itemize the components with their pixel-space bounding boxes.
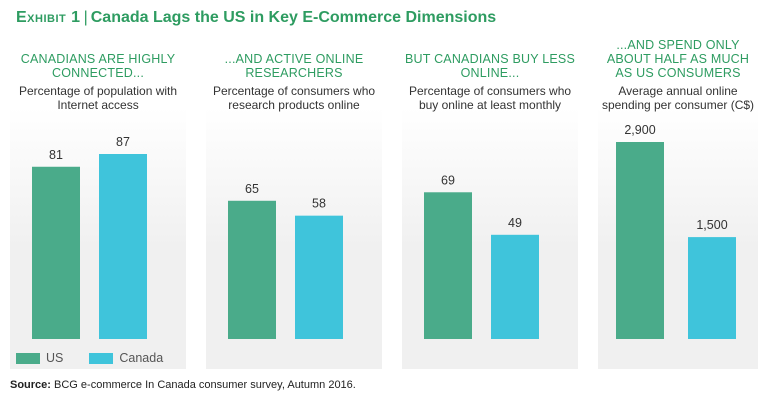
value-label-us: 81 (49, 148, 63, 162)
bar-canada (491, 234, 539, 339)
chart-title: ...AND ACTIVE ONLINE RESEARCHERS (224, 52, 364, 80)
source-text: BCG e-commerce In Canada consumer survey… (50, 379, 356, 391)
chart-subtitle: Percentage of consumers who research pro… (212, 84, 376, 112)
source-label: Source: (10, 379, 51, 391)
bar-canada (295, 215, 343, 339)
value-label-canada: 58 (312, 197, 326, 211)
chart-subtitle: Percentage of population with Internet a… (18, 84, 178, 112)
legend-swatch-canada (89, 352, 114, 364)
bar-plot: 69 49 (424, 173, 539, 339)
bar-us (228, 200, 276, 339)
bar-plot: 2,900 1,500 (616, 123, 736, 339)
bar-plot: 65 58 (228, 182, 343, 339)
legend: US Canada (16, 351, 189, 365)
exhibit-title: Exhibit 1 | Canada Lags the US in Key E-Co… (16, 9, 496, 27)
value-label-canada: 1,500 (696, 218, 727, 232)
chart-panel-3: BUT CANADIANS BUY LESS ONLINE... Percenta… (402, 38, 578, 369)
exhibit-number: Exhibit 1 (16, 9, 81, 26)
legend-label-us: US (46, 351, 64, 365)
chart-panel-4: ...AND SPEND ONLY ABOUT HALF AS MUCH AS … (598, 38, 758, 369)
chart-title: BUT CANADIANS BUY LESS ONLINE... (405, 52, 575, 80)
legend-item-canada: Canada (89, 351, 163, 365)
chart-title: CANADIANS ARE HIGHLY CONNECTED... (20, 52, 176, 80)
chart-title: ...AND SPEND ONLY ABOUT HALF AS MUCH AS … (606, 38, 750, 80)
legend-item-us: US (16, 351, 63, 365)
bar-us (32, 166, 80, 339)
value-label-canada: 87 (116, 135, 130, 149)
title-text: Canada Lags the US in Key E-Commerce Dim… (90, 9, 497, 26)
bar-us (616, 142, 664, 339)
source-note: Source: BCG e-commerce In Canada consume… (10, 379, 356, 391)
legend-label-canada: Canada (119, 351, 164, 365)
chart-subtitle: Percentage of consumers who buy online a… (408, 84, 572, 112)
value-label-us: 2,900 (624, 123, 655, 137)
value-label-canada: 49 (508, 216, 522, 230)
chart-panel-2: ...AND ACTIVE ONLINE RESEARCHERS Percenta… (206, 38, 382, 369)
bar-canada (99, 154, 147, 339)
value-label-us: 69 (441, 173, 455, 187)
chart-subtitle: Average annual online spending per consu… (601, 84, 755, 112)
legend-swatch-us (16, 352, 40, 364)
title-separator: | (83, 9, 88, 26)
value-label-us: 65 (245, 182, 259, 196)
bar-us (424, 192, 472, 339)
bar-plot: 81 87 (32, 135, 147, 339)
bar-canada (688, 237, 736, 339)
chart-panel-1: CANADIANS ARE HIGHLY CONNECTED... Percent… (10, 38, 186, 369)
